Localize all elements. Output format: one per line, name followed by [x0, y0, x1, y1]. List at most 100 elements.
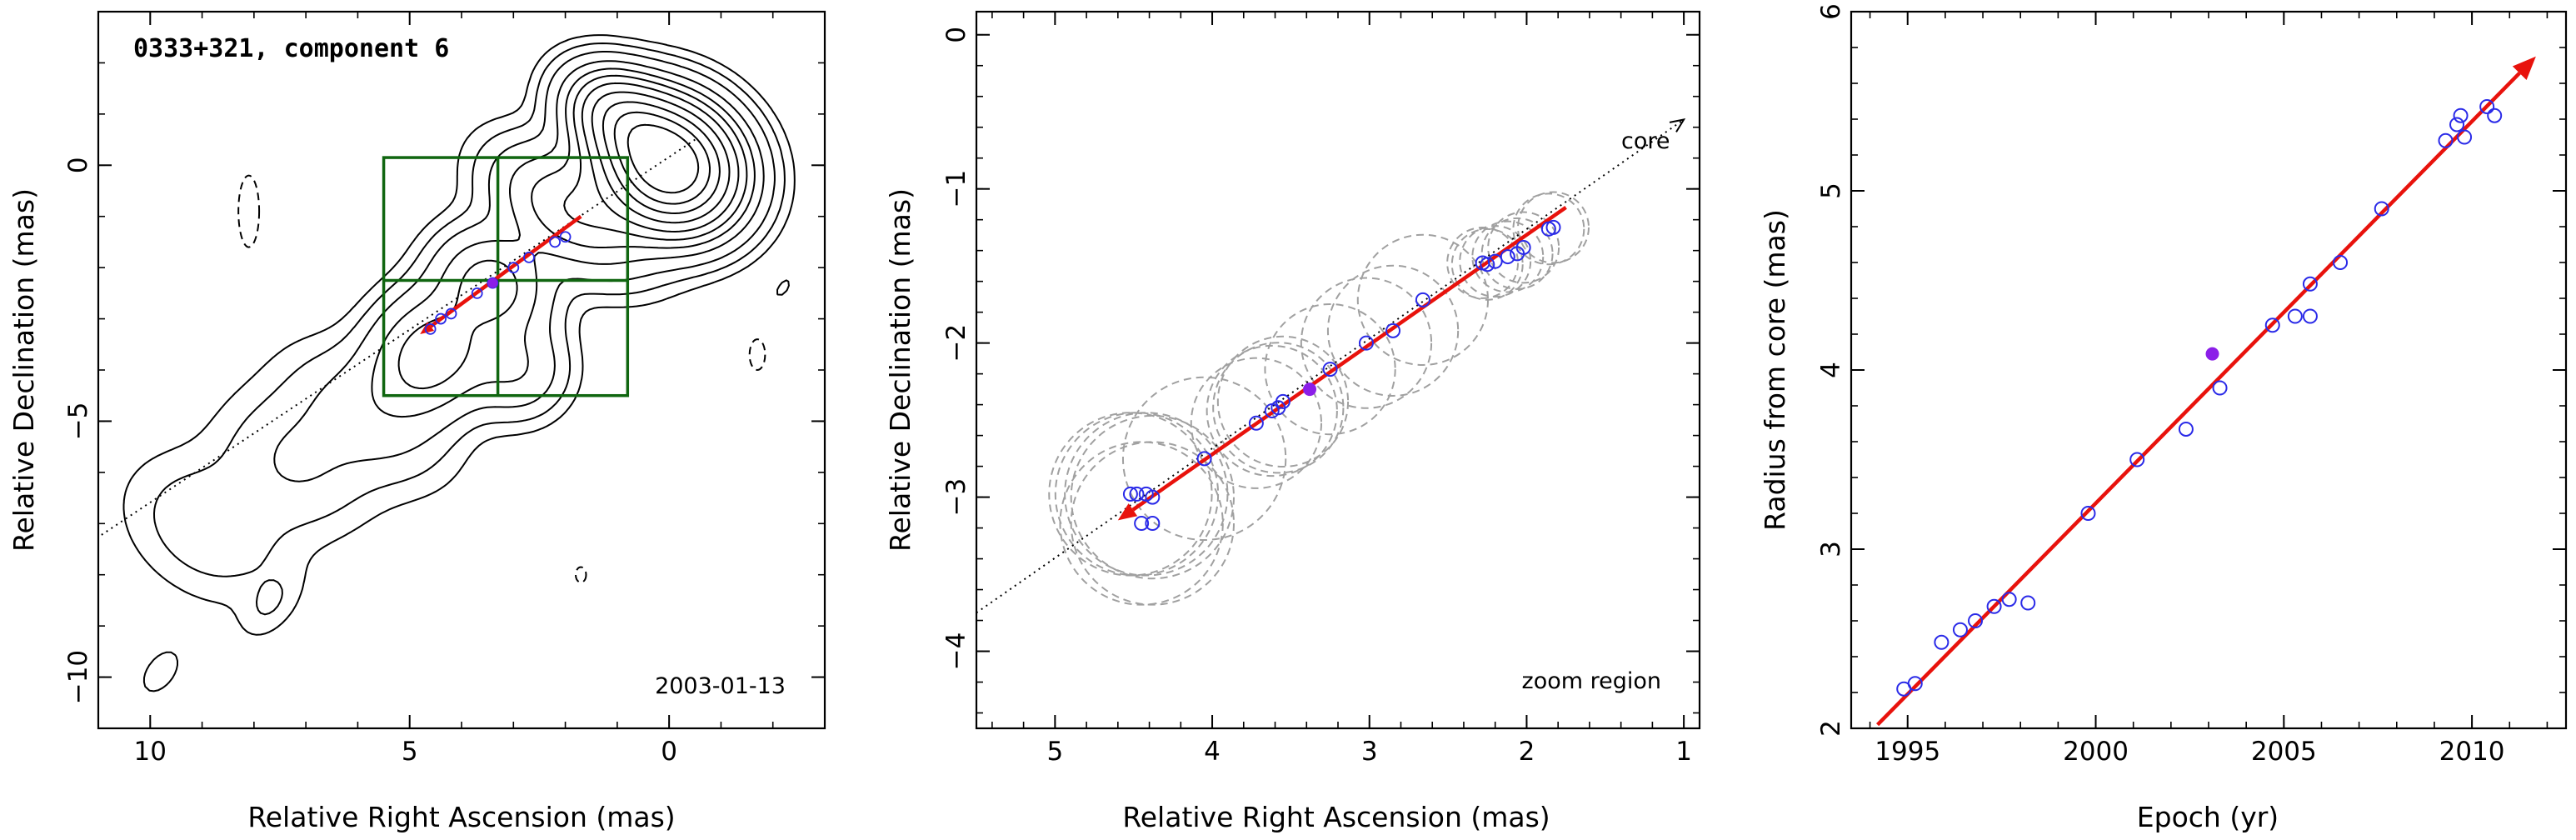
radius-point — [2302, 276, 2318, 292]
radius-point — [2212, 380, 2228, 396]
position-point — [1500, 249, 1515, 265]
contour-level — [563, 74, 748, 241]
x-tick-label: 2005 — [2251, 737, 2317, 767]
x-tick-label: 1 — [1675, 737, 1692, 767]
radius-point — [2333, 255, 2349, 270]
radius-point — [2264, 318, 2280, 333]
zoom-region-box — [382, 156, 630, 398]
radius-point — [1986, 598, 2002, 614]
contour-level — [397, 68, 756, 390]
y-tick-label: 4 — [1816, 362, 1846, 378]
error-circle — [1212, 342, 1345, 474]
contour-level — [122, 34, 796, 692]
plot-frame — [1850, 10, 2568, 730]
y-tick-label: 6 — [1816, 3, 1846, 20]
y-tick-label: 3 — [1816, 541, 1846, 558]
error-circle — [1121, 376, 1287, 541]
radius-point — [2449, 117, 2465, 132]
position-error-circles — [1048, 191, 1590, 606]
position-point — [559, 231, 572, 243]
contour-level — [627, 123, 700, 194]
x-tick-label: 5 — [402, 737, 418, 767]
x-tick-label: 2010 — [2439, 737, 2505, 767]
position-point — [1145, 489, 1161, 505]
contour-level — [613, 111, 711, 205]
error-circle — [1070, 414, 1235, 580]
x-tick-label: 5 — [1046, 737, 1063, 767]
radius-point — [1907, 676, 1923, 692]
highlighted-point — [2205, 347, 2219, 361]
position-point — [435, 312, 447, 325]
error-circle — [1216, 335, 1350, 468]
radius-plot-overlay — [1876, 56, 2536, 727]
y-tick-label: −3 — [941, 478, 971, 517]
y-axis-label: Relative Declination (mas) — [7, 188, 40, 552]
error-circle — [1512, 192, 1585, 266]
zoom-region-label: zoom region — [1522, 668, 1661, 694]
radius-point — [1952, 622, 1968, 638]
axis-ticks: 1995 2000 2005 2010 2 3 4 5 6 — [1816, 3, 2566, 767]
y-tick-label: −2 — [941, 324, 971, 362]
error-circle — [1190, 357, 1322, 489]
y-tick-label: −10 — [63, 650, 93, 704]
x-tick-label: 4 — [1204, 737, 1221, 767]
contour-level — [591, 91, 731, 224]
position-point — [1515, 239, 1531, 255]
y-tick-label: −1 — [941, 170, 971, 208]
error-circle — [1471, 220, 1545, 293]
position-point — [1545, 219, 1561, 235]
y-tick-label: −5 — [63, 402, 93, 441]
highlighted-point — [487, 278, 498, 288]
radius-point — [2453, 108, 2469, 123]
position-point — [1358, 335, 1374, 351]
position-point — [1385, 322, 1401, 338]
axis-ticks: 10 5 0 0 −5 −10 — [63, 11, 826, 767]
y-axis-label: Relative Declination (mas) — [884, 188, 916, 552]
radius-point — [2374, 201, 2389, 217]
error-circle — [1206, 344, 1338, 478]
radius-point — [2479, 98, 2495, 114]
radius-point — [2020, 595, 2036, 611]
observation-date: 2003-01-13 — [655, 673, 786, 699]
contour-level — [273, 51, 776, 482]
error-circle — [1264, 302, 1396, 436]
error-circle — [1480, 217, 1554, 290]
core-direction-label: core — [1621, 128, 1670, 154]
position-point — [1145, 516, 1161, 532]
radius-point — [2287, 308, 2303, 324]
x-axis-label: Epoch (yr) — [2137, 801, 2279, 833]
x-tick-label: 0 — [661, 737, 677, 767]
motion-arrow-shaft — [429, 214, 582, 328]
axis-ticks: 5 4 3 2 1 0 −1 −2 −3 −4 — [941, 12, 1700, 767]
radius-point — [1968, 613, 1984, 628]
error-circle — [1059, 441, 1224, 606]
position-point — [1275, 393, 1290, 409]
panel-radius-vs-epoch: 1995 2000 2005 2010 2 3 4 5 6 Epoch (yr) Radius … — [1759, 3, 2568, 833]
panel-contour-map: 10 5 0 0 −5 −10 0333+321, component 6 2003-01… — [7, 10, 826, 833]
position-point — [523, 251, 535, 263]
y-tick-label: 0 — [941, 27, 971, 43]
plot-frame — [975, 10, 1701, 730]
x-tick-label: 10 — [134, 737, 167, 767]
x-axis-label: Relative Right Ascension (mas) — [247, 801, 675, 833]
x-tick-label: 1995 — [1875, 737, 1940, 767]
zoom-overlay — [976, 118, 1686, 614]
panel-zoom-region: 5 4 3 2 1 0 −1 −2 −3 −4 core zoom region Relative… — [884, 10, 1701, 833]
position-point — [507, 262, 520, 274]
error-circle — [1300, 277, 1433, 409]
position-point — [1122, 486, 1138, 502]
error-circle — [1356, 233, 1490, 366]
radius-point — [2302, 308, 2318, 324]
position-point — [445, 308, 457, 320]
chart-title: 0333+321, component 6 — [133, 34, 449, 63]
x-tick-label: 2 — [1519, 737, 1535, 767]
radius-point — [1934, 634, 1949, 650]
y-tick-label: 2 — [1816, 720, 1846, 737]
contour-level — [581, 82, 740, 232]
y-tick-label: −4 — [941, 632, 971, 671]
position-point — [471, 287, 483, 299]
position-point — [549, 236, 562, 248]
map-overlay — [98, 138, 696, 538]
core-direction-arrowhead — [1669, 118, 1686, 132]
position-point — [1134, 516, 1150, 532]
